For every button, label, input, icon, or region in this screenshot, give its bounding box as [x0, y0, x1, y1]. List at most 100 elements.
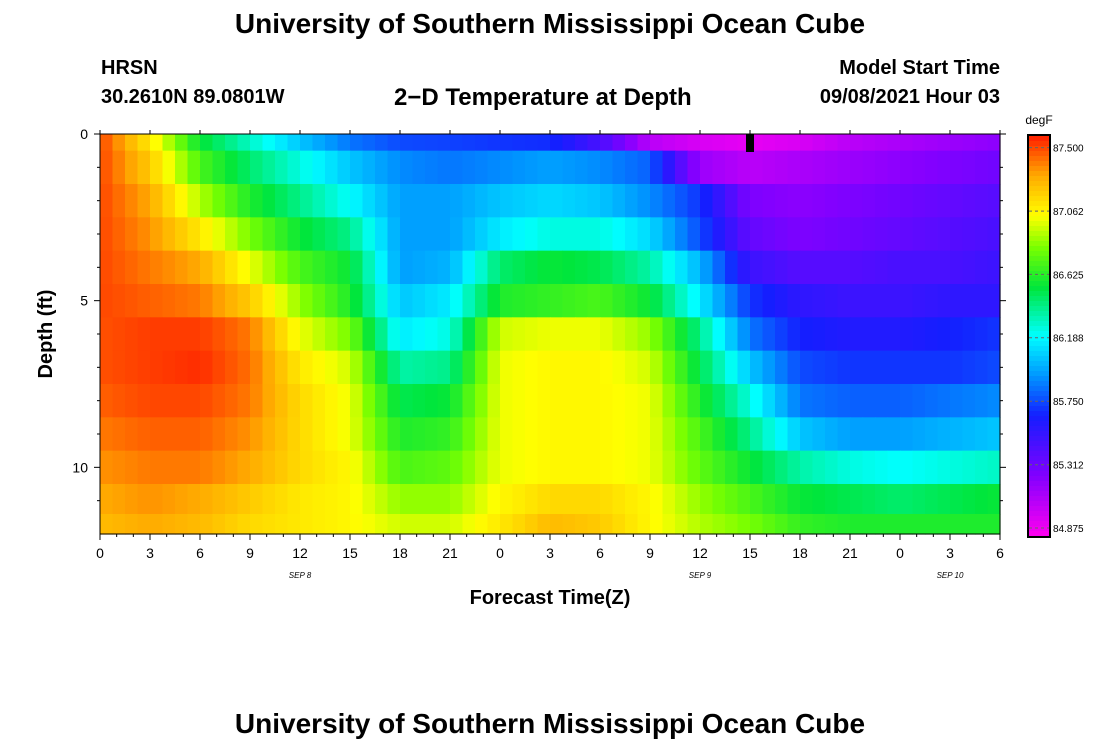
heatmap-cell: [575, 484, 589, 515]
heatmap-cell: [425, 250, 439, 285]
heatmap-cell: [837, 284, 851, 318]
heatmap-cell: [912, 417, 926, 452]
y-axis: 0 5 10: [72, 126, 1006, 502]
heatmap-cell: [787, 217, 801, 252]
heatmap-cell: [512, 484, 526, 515]
y-axis-title: Depth (ft): [35, 290, 57, 379]
heatmap-cell: [425, 350, 439, 385]
heatmap-cell: [450, 217, 464, 252]
heatmap-cell: [675, 514, 689, 535]
heatmap-cell: [125, 134, 139, 152]
heatmap-cell: [575, 384, 589, 418]
heatmap-cell: [300, 484, 314, 515]
heatmap-cell: [725, 250, 739, 285]
heatmap-cell: [662, 217, 676, 252]
heatmap-cell: [800, 134, 814, 152]
heatmap-cell: [112, 284, 126, 318]
x-tick-label: 9: [646, 545, 654, 561]
heatmap-cell: [737, 384, 751, 418]
heatmap-cell: [375, 250, 389, 285]
heatmap-cell: [100, 514, 114, 535]
heatmap-cell: [612, 217, 626, 252]
model-start-label: Model Start Time: [839, 57, 1000, 79]
heatmap-cell: [362, 150, 376, 185]
heatmap-cell: [512, 317, 526, 352]
heatmap-cell: [125, 417, 139, 452]
x-tick-label: 6: [196, 545, 204, 561]
heatmap-cell: [662, 184, 676, 218]
heatmap-cell: [125, 284, 139, 318]
heatmap-cell: [875, 514, 889, 535]
heatmap-cell: [125, 150, 139, 185]
heatmap-cell: [850, 450, 864, 485]
heatmap-cell: [475, 134, 489, 152]
heatmap-cell: [237, 384, 251, 418]
heatmap-cell: [937, 350, 951, 385]
heatmap-cell: [825, 250, 839, 285]
heatmap-cell: [825, 134, 839, 152]
heatmap-cell: [937, 514, 951, 535]
heatmap-cell: [275, 217, 289, 252]
heatmap-cell: [625, 134, 639, 152]
heatmap-cell: [187, 150, 201, 185]
heatmap-cell: [525, 484, 539, 515]
heatmap-cell: [300, 384, 314, 418]
heatmap-cell: [350, 184, 364, 218]
heatmap-cell: [662, 150, 676, 185]
heatmap-cell: [112, 217, 126, 252]
heatmap-cell: [200, 484, 214, 515]
heatmap-cell: [387, 217, 401, 252]
heatmap-cell: [600, 484, 614, 515]
heatmap-cell: [262, 450, 276, 485]
heatmap-cell: [887, 150, 901, 185]
heatmap-cell: [212, 217, 226, 252]
heatmap-cell: [837, 184, 851, 218]
heatmap-cell: [287, 384, 301, 418]
colorbar-segment: [1029, 391, 1049, 397]
heatmap-cell: [225, 514, 239, 535]
heatmap-cell: [525, 184, 539, 218]
heatmap-cell: [425, 184, 439, 218]
heatmap-cell: [137, 384, 151, 418]
heatmap-cell: [125, 450, 139, 485]
heatmap-cell: [337, 350, 351, 385]
heatmap-cell: [962, 417, 976, 452]
heatmap-cell: [162, 217, 176, 252]
heatmap-cell: [350, 484, 364, 515]
heatmap-cell: [800, 184, 814, 218]
heatmap-cell: [787, 134, 801, 152]
heatmap-cell: [262, 417, 276, 452]
heatmap-cell: [812, 134, 826, 152]
heatmap-cell: [200, 350, 214, 385]
heatmap-cell: [925, 417, 939, 452]
heatmap-cell: [525, 417, 539, 452]
heatmap-cell: [950, 150, 964, 185]
x-axis: 0 3 6 9 12 15 18 21 0 3 6 9 12 15 18 21 0 3 6 SEP 8 SEP 9 SEP…: [96, 130, 1004, 580]
heatmap-cell: [825, 417, 839, 452]
heatmap-cell: [175, 450, 189, 485]
heatmap-cell: [562, 417, 576, 452]
heatmap-cell: [237, 250, 251, 285]
heatmap-cell: [412, 150, 426, 185]
heatmap-cell: [225, 150, 239, 185]
heatmap-cell: [812, 150, 826, 185]
heatmap-cell: [600, 134, 614, 152]
heatmap-cell: [700, 317, 714, 352]
heatmap-cell: [425, 217, 439, 252]
heatmap-cell: [337, 484, 351, 515]
heatmap-cell: [537, 150, 551, 185]
heatmap-cell: [387, 350, 401, 385]
heatmap-cell: [700, 417, 714, 452]
heatmap-cell: [350, 514, 364, 535]
heatmap-cell: [937, 484, 951, 515]
heatmap-cell: [287, 250, 301, 285]
heatmap-cell: [362, 284, 376, 318]
heatmap-cell: [537, 317, 551, 352]
heatmap-cell: [912, 217, 926, 252]
heatmap-cell: [525, 134, 539, 152]
colorbar-segment: [1029, 146, 1049, 152]
heatmap-cell: [687, 184, 701, 218]
heatmap-cell: [562, 217, 576, 252]
heatmap-cell: [612, 184, 626, 218]
heatmap-cell: [975, 384, 989, 418]
